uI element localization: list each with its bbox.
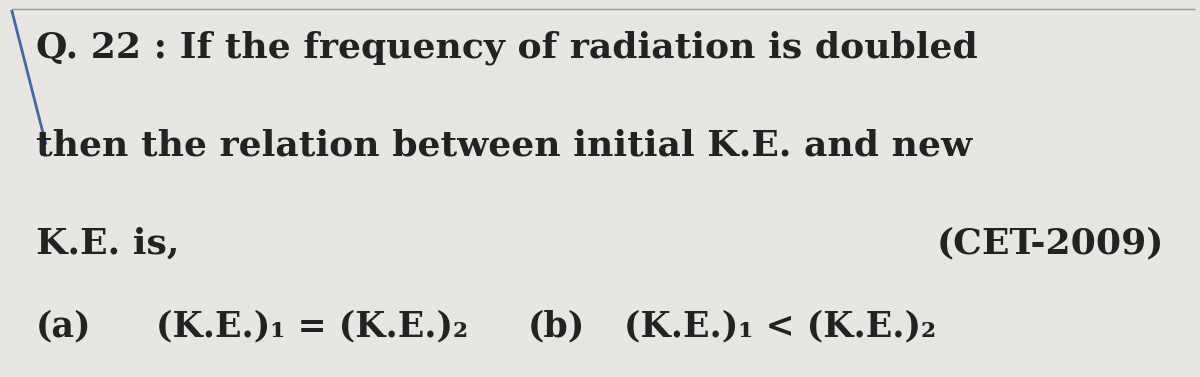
Text: (CET-2009): (CET-2009) bbox=[936, 226, 1164, 260]
Text: (b): (b) bbox=[528, 309, 586, 343]
Text: K.E. is,: K.E. is, bbox=[36, 226, 179, 260]
Text: then the relation between initial K.E. and new: then the relation between initial K.E. a… bbox=[36, 128, 972, 162]
Text: (K.E.)₁ = (K.E.)₂: (K.E.)₁ = (K.E.)₂ bbox=[156, 309, 468, 343]
Text: (K.E.)₁ < (K.E.)₂: (K.E.)₁ < (K.E.)₂ bbox=[624, 309, 936, 343]
Text: Q. 22 : If the frequency of radiation is doubled: Q. 22 : If the frequency of radiation is… bbox=[36, 30, 978, 65]
Text: (a): (a) bbox=[36, 309, 91, 343]
